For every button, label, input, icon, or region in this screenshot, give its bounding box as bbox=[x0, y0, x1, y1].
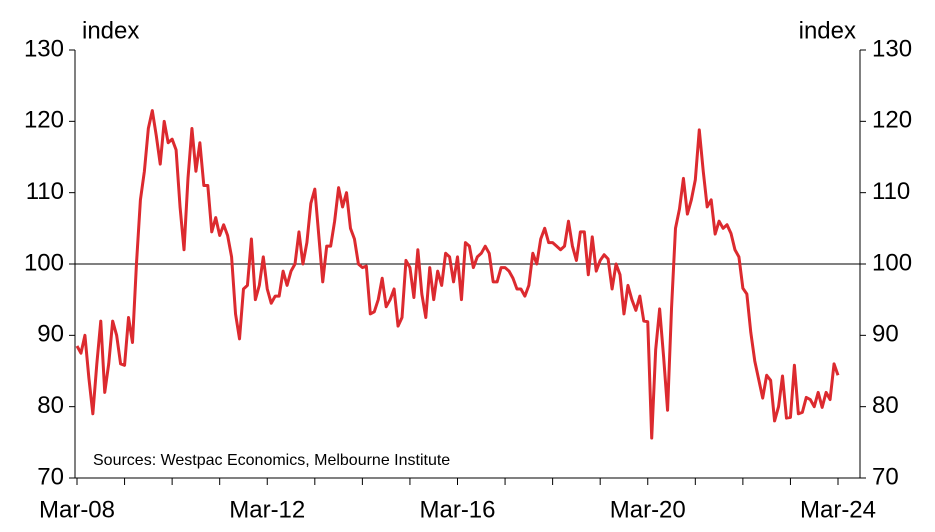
y2-tick-label: 80 bbox=[872, 392, 899, 419]
y2-tick-label: 120 bbox=[872, 107, 912, 134]
y-tick-label: 130 bbox=[24, 35, 64, 62]
line-series bbox=[75, 109, 840, 440]
y-tick-label: 100 bbox=[24, 249, 64, 276]
y-tick-label: 110 bbox=[26, 178, 64, 205]
x-tick-label: Mar-20 bbox=[610, 496, 686, 523]
y-tick-label: 90 bbox=[37, 321, 64, 348]
source-note: Sources: Westpac Economics, Melbourne In… bbox=[93, 452, 450, 469]
y2-axis-label: index bbox=[799, 17, 856, 44]
y2-tick-label: 110 bbox=[872, 178, 910, 205]
y-axis-label: index bbox=[82, 17, 139, 44]
y2-tick-label: 90 bbox=[872, 321, 899, 348]
y2-tick-label: 130 bbox=[872, 35, 912, 62]
y-tick-label: 120 bbox=[24, 107, 64, 134]
x-tick-label: Mar-12 bbox=[229, 496, 305, 523]
x-tick-label: Mar-24 bbox=[800, 496, 876, 523]
y2-tick-label: 70 bbox=[872, 463, 899, 490]
x-tick-label: Mar-16 bbox=[419, 496, 495, 523]
y-tick-label: 80 bbox=[37, 392, 64, 419]
x-tick-label: Mar-08 bbox=[39, 496, 115, 523]
y-tick-label: 70 bbox=[37, 463, 64, 490]
y2-tick-label: 100 bbox=[872, 249, 912, 276]
